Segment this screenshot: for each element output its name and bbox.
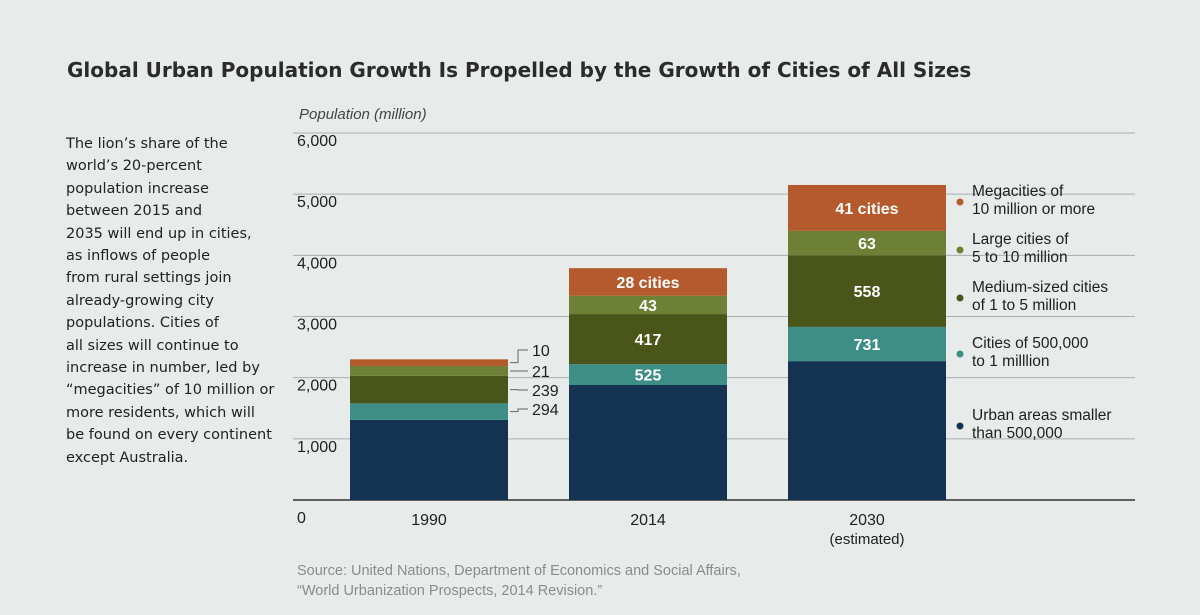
y-tick-label: 2,000 <box>297 378 337 395</box>
legend-label: than 500,000 <box>972 425 1063 442</box>
y-tick-label: 4,000 <box>297 255 337 272</box>
legend-marker <box>957 295 964 302</box>
data-label: 41 cities <box>835 201 898 218</box>
data-label: 21 <box>532 364 550 381</box>
x-tick-label: 2030 <box>849 512 885 529</box>
data-label: 10 <box>532 343 550 360</box>
legend-marker <box>957 247 964 254</box>
legend-label: 10 million or more <box>972 201 1095 218</box>
bar-segment <box>350 420 508 500</box>
y-tick-label: 3,000 <box>297 317 337 334</box>
source-line: “World Urbanization Prospects, 2014 Revi… <box>297 581 741 601</box>
legend-marker <box>957 351 964 358</box>
data-label: 525 <box>635 368 662 385</box>
data-label: 28 cities <box>616 275 679 292</box>
x-tick-sublabel: (estimated) <box>829 531 904 548</box>
y-tick-label: 5,000 <box>297 194 337 211</box>
legend-label: 5 to 10 million <box>972 249 1068 266</box>
legend-label: Medium-sized cities <box>972 279 1108 296</box>
legend-label: Large cities of <box>972 231 1069 248</box>
legend-label: Urban areas smaller <box>972 407 1112 424</box>
legend-label: Cities of 500,000 <box>972 335 1089 352</box>
bar-segment <box>350 359 508 366</box>
callout-leader <box>510 409 528 412</box>
source-line: Source: United Nations, Department of Ec… <box>297 561 741 581</box>
bar-segment <box>569 385 727 500</box>
bar-segment <box>350 403 508 420</box>
legend-marker <box>957 423 964 430</box>
callout-leader <box>510 350 528 363</box>
data-label: 558 <box>854 284 881 301</box>
bar-segment <box>350 366 508 376</box>
stacked-bar-chart: 0 1,000 2,000 3,000 4,000 5,000 6,000 1990 525 41… <box>0 0 1200 560</box>
x-tick-label: 2014 <box>630 512 666 529</box>
legend-label: to 1 milllion <box>972 353 1050 370</box>
data-label: 63 <box>858 236 876 253</box>
data-label: 417 <box>635 332 662 349</box>
data-label: 239 <box>532 383 559 400</box>
data-label: 43 <box>639 298 657 315</box>
bar-segment <box>350 376 508 404</box>
y-tick-label: 1,000 <box>297 439 337 456</box>
data-label: 294 <box>532 402 559 419</box>
x-tick-label: 1990 <box>411 512 447 529</box>
legend-label: Megacities of <box>972 183 1064 200</box>
y-tick-label: 0 <box>297 510 306 527</box>
data-label: 731 <box>854 337 881 354</box>
legend-marker <box>957 199 964 206</box>
y-tick-label: 6,000 <box>297 133 337 150</box>
bar-segment <box>788 361 946 500</box>
source-note: Source: United Nations, Department of Ec… <box>297 561 741 601</box>
legend-label: of 1 to 5 million <box>972 297 1076 314</box>
